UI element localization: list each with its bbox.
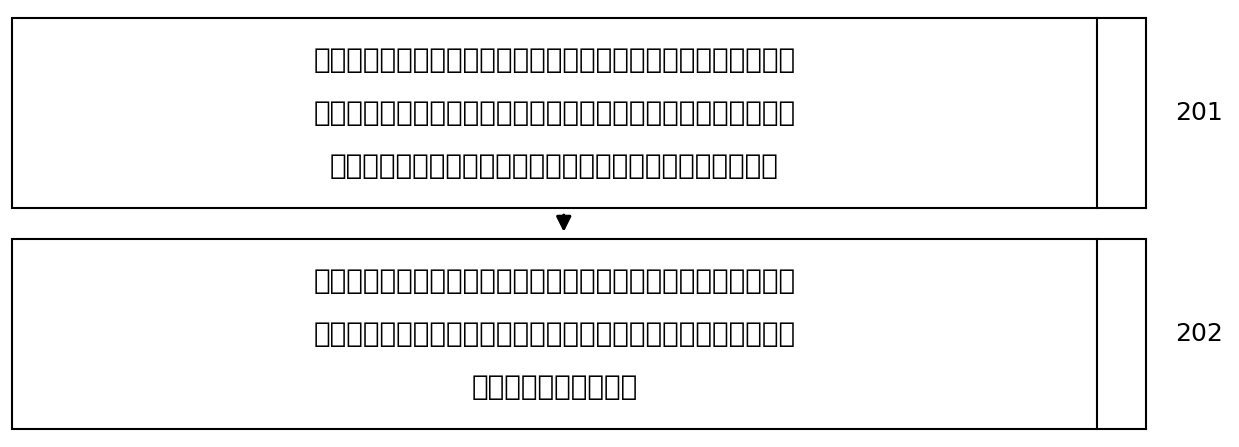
- Text: 温时，确定各局部空间的温度绝对差值；其中，温度绝对差值为一: 温时，确定各局部空间的温度绝对差值；其中，温度绝对差值为一: [313, 99, 795, 127]
- Text: 以温度绝对差值从大到小的顺序，通过依次调整各局部空间对应的: 以温度绝对差值从大到小的顺序，通过依次调整各局部空间对应的: [313, 267, 795, 295]
- Text: 在通过各局部空间对应的低能耗调温装置分别对各局部空间进行调: 在通过各局部空间对应的低能耗调温装置分别对各局部空间进行调: [313, 46, 795, 74]
- Text: 201: 201: [1176, 101, 1223, 125]
- Text: 202: 202: [1176, 322, 1223, 346]
- Bar: [12, 18, 1097, 208]
- Bar: [12, 239, 1097, 429]
- Text: 部空间的温度绝对差值: 部空间的温度绝对差值: [471, 373, 638, 401]
- Text: 低能耗调温装置的工作状态调整相应局部空间的温度，以降低各局: 低能耗调温装置的工作状态调整相应局部空间的温度，以降低各局: [313, 320, 795, 348]
- Text: 局部空间的当前温度与各局部空间的当前温度均值的绝对差值: 局部空间的当前温度与各局部空间的当前温度均值的绝对差值: [330, 152, 779, 180]
